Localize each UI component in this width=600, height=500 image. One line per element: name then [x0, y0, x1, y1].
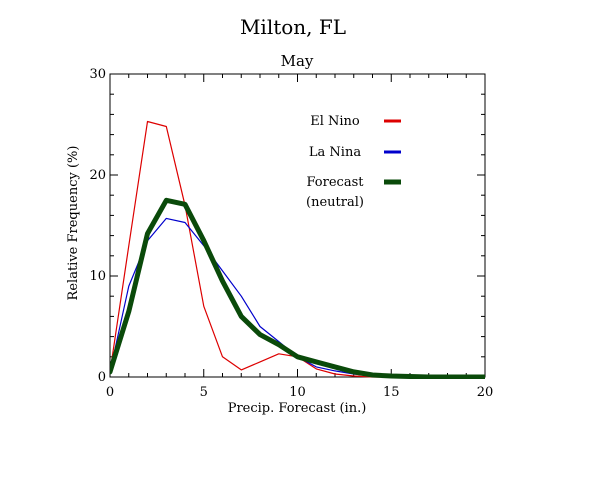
- x-tick-label: 5: [200, 385, 208, 400]
- chart-subtitle: May: [281, 52, 314, 70]
- y-axis-label: Relative Frequency (%): [66, 146, 81, 301]
- chart-title: Milton, FL: [240, 15, 346, 39]
- series-line-la-nina: [110, 217, 485, 378]
- x-tick-label: 10: [289, 385, 306, 400]
- legend-label: La Nina: [309, 145, 361, 160]
- series-lines: [110, 120, 485, 379]
- x-tick-label: 0: [106, 385, 114, 400]
- x-tick-label: 15: [383, 385, 400, 400]
- axis-ticks: [109, 73, 486, 378]
- plot-frame: [109, 73, 486, 378]
- series-line-forecast: [110, 197, 485, 379]
- y-tick-label: 20: [89, 168, 106, 183]
- legend: El Nino La Nina Forecast (neutral): [306, 114, 401, 210]
- legend-label: El Nino: [310, 114, 360, 129]
- y-tick-label: 0: [98, 370, 106, 385]
- x-axis-label: Precip. Forecast (in.): [228, 401, 367, 416]
- legend-label-line2: (neutral): [306, 195, 364, 210]
- x-tick-label: 20: [477, 385, 494, 400]
- series-line-el-nino: [110, 120, 485, 378]
- axis-tick-labels: 0 5 10 15 20 0 10 20 30: [89, 67, 493, 400]
- y-tick-label: 10: [89, 269, 106, 284]
- legend-label: Forecast: [307, 175, 365, 190]
- y-tick-label: 30: [89, 67, 106, 82]
